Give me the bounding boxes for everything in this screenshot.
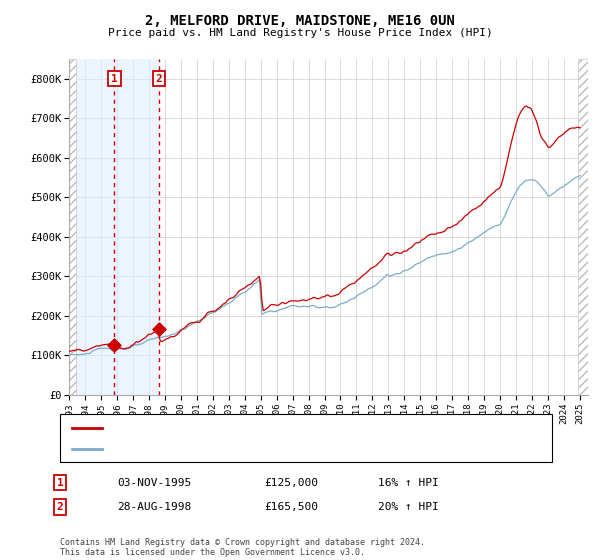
Text: 2, MELFORD DRIVE, MAIDSTONE, ME16 0UN (detached house): 2, MELFORD DRIVE, MAIDSTONE, ME16 0UN (d… xyxy=(111,423,449,433)
Point xyxy=(154,325,164,334)
Text: 20% ↑ HPI: 20% ↑ HPI xyxy=(378,502,439,512)
Text: 28-AUG-1998: 28-AUG-1998 xyxy=(117,502,191,512)
Text: 2, MELFORD DRIVE, MAIDSTONE, ME16 0UN: 2, MELFORD DRIVE, MAIDSTONE, ME16 0UN xyxy=(145,14,455,28)
Text: Price paid vs. HM Land Registry's House Price Index (HPI): Price paid vs. HM Land Registry's House … xyxy=(107,28,493,38)
Text: Contains HM Land Registry data © Crown copyright and database right 2024.
This d: Contains HM Land Registry data © Crown c… xyxy=(60,538,425,557)
Text: 03-NOV-1995: 03-NOV-1995 xyxy=(117,478,191,488)
Text: £165,500: £165,500 xyxy=(264,502,318,512)
Text: 1: 1 xyxy=(111,73,118,83)
Text: £125,000: £125,000 xyxy=(264,478,318,488)
Point xyxy=(110,341,119,350)
Text: 2: 2 xyxy=(156,73,163,83)
Text: 2: 2 xyxy=(56,502,64,512)
Text: HPI: Average price, detached house, Maidstone: HPI: Average price, detached house, Maid… xyxy=(111,444,392,454)
Text: 16% ↑ HPI: 16% ↑ HPI xyxy=(378,478,439,488)
Text: 1: 1 xyxy=(56,478,64,488)
